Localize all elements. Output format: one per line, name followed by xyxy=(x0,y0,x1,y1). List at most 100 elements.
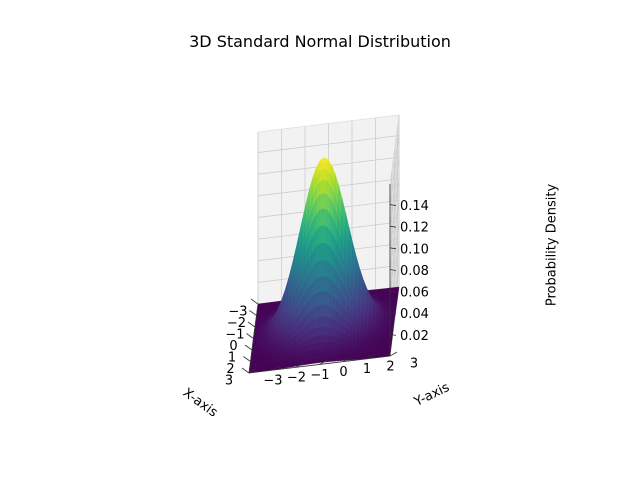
surface-patch xyxy=(355,352,360,356)
surface-patch xyxy=(362,350,367,354)
chart-title: 3D Standard Normal Distribution xyxy=(189,32,451,51)
surface-patch xyxy=(321,291,326,306)
surface-patch xyxy=(323,168,328,182)
surface-patch xyxy=(344,348,349,353)
surface-patch xyxy=(308,360,313,365)
x-tick xyxy=(250,298,259,305)
x-tick-label: 0 xyxy=(229,339,237,354)
surface-patch xyxy=(358,347,364,351)
surface-patch xyxy=(341,348,346,353)
surface-patch xyxy=(380,341,385,345)
z-tick xyxy=(389,333,397,336)
surface-patch xyxy=(330,342,335,349)
y-tick xyxy=(295,362,304,368)
surface-patch xyxy=(393,301,398,304)
surface-patch xyxy=(340,352,346,356)
surface-patch xyxy=(280,365,285,369)
surface-patch xyxy=(323,334,329,343)
surface-patch xyxy=(384,337,389,341)
surface-patch xyxy=(305,361,310,365)
z-tick-label: 0.10 xyxy=(400,242,429,257)
surface-patch xyxy=(351,352,356,356)
surface-patch xyxy=(384,339,389,343)
surface-patch xyxy=(351,346,357,351)
surface-patch xyxy=(319,179,324,196)
z-tick-label: 0.08 xyxy=(400,264,429,279)
surface-patch xyxy=(333,351,338,356)
y-tick xyxy=(366,354,374,360)
grid-line-z-right xyxy=(389,135,400,205)
surface-patch xyxy=(351,357,356,361)
surface-patch xyxy=(327,347,332,353)
z-tick xyxy=(389,204,397,206)
y-tick xyxy=(342,357,351,363)
grid-line-z-right xyxy=(389,222,400,292)
surface-patch xyxy=(326,358,331,363)
surface-patch xyxy=(314,305,319,320)
surface-patch xyxy=(322,242,327,261)
grid-line-z-right xyxy=(389,200,400,270)
y-tick-label: 2 xyxy=(386,359,394,374)
surface-patch xyxy=(322,179,328,195)
surface-patch xyxy=(321,304,326,317)
z-axis-label: Probability Density xyxy=(545,184,560,307)
surface-patch xyxy=(317,304,322,318)
surface-patch xyxy=(325,243,330,264)
surface-patch xyxy=(328,278,333,296)
grid-line-z-left xyxy=(257,135,400,153)
surface-patch xyxy=(316,347,321,354)
surface-patch xyxy=(344,344,350,350)
surface-patch xyxy=(331,335,336,343)
surface-patch xyxy=(322,192,327,210)
surface-patch xyxy=(341,343,346,350)
z-tick xyxy=(389,269,397,271)
surface-patch xyxy=(317,326,322,337)
surface-patch xyxy=(314,292,319,308)
surface-patch xyxy=(318,242,323,262)
y-tick xyxy=(272,365,280,371)
y-tick-label: 3 xyxy=(410,357,418,372)
surface-patch xyxy=(317,291,322,306)
surface-patch xyxy=(381,337,386,341)
surface-patch xyxy=(322,208,327,227)
x-axis-label: X-axis xyxy=(180,385,221,420)
surface-patch xyxy=(365,350,370,353)
x-tick xyxy=(246,333,254,339)
surface-patch xyxy=(313,327,318,338)
surface-patch xyxy=(337,343,342,349)
surface-patch xyxy=(323,351,328,357)
surface-patch xyxy=(362,347,367,351)
surface-patch xyxy=(351,349,356,354)
grid-line-z-right xyxy=(389,178,400,248)
surface-patch xyxy=(324,291,329,307)
surface-patch xyxy=(358,352,363,356)
surface-patch xyxy=(334,336,339,344)
surface-patch xyxy=(328,305,333,319)
surface-patch xyxy=(366,348,371,351)
y-tick xyxy=(319,360,327,365)
surface-patch xyxy=(334,347,339,353)
surface-patch xyxy=(337,355,342,359)
z-tick-label: 0.04 xyxy=(400,307,429,322)
surface-patch xyxy=(327,326,332,336)
surface-patch xyxy=(331,327,336,337)
surface-patch xyxy=(323,355,328,360)
surface-patch xyxy=(334,342,339,349)
surface-patch xyxy=(385,333,390,337)
surface-patch xyxy=(330,347,335,353)
surface-patch xyxy=(319,359,324,363)
surface-patch xyxy=(354,357,359,360)
x-tick-label: −1 xyxy=(225,328,244,343)
surface-patch xyxy=(333,355,338,359)
surface-patch xyxy=(321,276,326,292)
surface-patch xyxy=(344,355,349,359)
surface-patch xyxy=(320,334,325,343)
z-tick xyxy=(389,290,397,293)
surface-patch xyxy=(318,259,323,278)
z-tick xyxy=(389,225,397,228)
surface-patch xyxy=(366,342,371,347)
surface-patch xyxy=(381,339,386,343)
y-axis-label: Y-axis xyxy=(411,380,452,410)
surface-patch xyxy=(351,355,356,358)
